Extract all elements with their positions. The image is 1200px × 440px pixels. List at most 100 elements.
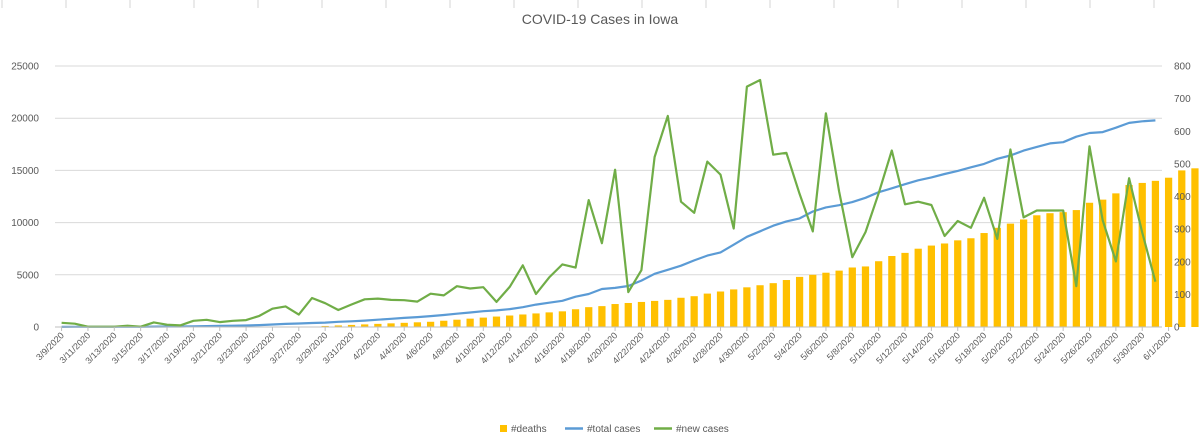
- deaths-bar: [782, 280, 791, 327]
- y-right-tick-label: 600: [1174, 127, 1191, 138]
- x-tick-label: 6/1/2020: [1141, 330, 1173, 362]
- deaths-bar: [321, 325, 329, 327]
- deaths-bar: [1099, 199, 1107, 327]
- y-axis-left: 0 5000 10000 15000 20000 25000: [11, 62, 39, 334]
- deaths-bar: [598, 306, 606, 327]
- deaths-bar: [611, 304, 619, 327]
- deaths-bar: [651, 300, 659, 327]
- legend: #deaths #total cases #new cases: [500, 424, 729, 435]
- y-left-tick-label: 0: [33, 323, 39, 334]
- deaths-bar: [677, 297, 685, 327]
- deaths-bar: [848, 267, 856, 327]
- deaths-bar: [809, 274, 817, 327]
- deaths-bar: [1006, 223, 1015, 327]
- x-axis: 3/9/20203/11/20203/13/20203/15/20203/17/…: [34, 326, 1173, 366]
- deaths-bar: [901, 252, 909, 327]
- deaths-bar: [769, 283, 777, 327]
- deaths-bar: [387, 323, 395, 327]
- deaths-bar: [374, 323, 382, 327]
- deaths-bar: [506, 315, 514, 327]
- y-left-tick-label: 20000: [11, 114, 39, 125]
- deaths-bar: [453, 319, 461, 327]
- deaths-bar: [940, 243, 949, 327]
- legend-swatch-deaths: [500, 425, 507, 432]
- x-tick-label: 5/6/2020: [799, 330, 831, 362]
- deaths-bar: [756, 285, 764, 327]
- deaths-bar: [637, 301, 646, 327]
- deaths-bar: [532, 313, 540, 327]
- x-tick-label: 5/2/2020: [746, 330, 778, 362]
- deaths-bar: [716, 291, 725, 327]
- deaths-bar: [914, 248, 922, 327]
- deaths-bar: [1138, 182, 1146, 327]
- deaths-bar: [690, 296, 698, 327]
- deaths-bar: [624, 302, 632, 327]
- deaths-bar: [585, 307, 593, 327]
- y-right-tick-label: 800: [1174, 62, 1191, 73]
- legend-label-total-cases: #total cases: [587, 424, 640, 435]
- deaths-bar: [980, 233, 988, 327]
- deaths-bar: [426, 321, 435, 327]
- deaths-bar: [888, 256, 896, 327]
- deaths-bar: [835, 270, 843, 327]
- deaths-bar: [1020, 219, 1028, 327]
- deaths-bar: [927, 245, 935, 327]
- total-cases-line: [61, 119, 1156, 328]
- y-right-tick-label: 200: [1174, 257, 1191, 268]
- deaths-bar: [558, 311, 566, 327]
- deaths-bar: [954, 240, 962, 327]
- legend-label-new-cases: #new cases: [676, 424, 729, 435]
- deaths-bar: [875, 261, 883, 327]
- y-left-tick-label: 15000: [11, 166, 39, 177]
- deaths-bar: [795, 276, 804, 327]
- deaths-bar: [967, 238, 975, 327]
- y-left-tick-label: 25000: [11, 62, 39, 73]
- deaths-bar: [571, 309, 580, 327]
- x-tick-label: 4/4/2020: [377, 330, 409, 362]
- sheet-column-gridlines: [1, 0, 1155, 8]
- y-right-tick-label: 100: [1174, 290, 1191, 301]
- deaths-bar: [1046, 213, 1054, 327]
- y-right-tick-label: 700: [1174, 94, 1191, 105]
- deaths-bar: [440, 320, 448, 327]
- new-cases-line: [61, 78, 1157, 328]
- deaths-bar: [545, 312, 553, 327]
- x-tick-label: 4/6/2020: [403, 330, 435, 362]
- y-right-tick-label: 300: [1174, 225, 1191, 236]
- deaths-bar: [347, 324, 356, 327]
- y-right-tick-label: 400: [1174, 192, 1191, 203]
- deaths-bar: [400, 322, 408, 327]
- x-tick-label: 5/4/2020: [772, 330, 804, 362]
- deaths-bar: [730, 289, 738, 327]
- total-cases-series: [61, 119, 1156, 328]
- deaths-bar: [1085, 202, 1094, 327]
- deaths-bar: [861, 266, 870, 327]
- y-left-tick-label: 10000: [11, 218, 39, 229]
- deaths-bar: [1125, 185, 1133, 327]
- deaths-bar: [822, 272, 830, 327]
- legend-label-deaths: #deaths: [511, 424, 547, 435]
- y-right-tick-label: 500: [1174, 159, 1191, 170]
- y-left-tick-label: 5000: [17, 270, 40, 281]
- y-right-tick-label: 0: [1174, 323, 1180, 334]
- gridlines: [55, 65, 1162, 328]
- deaths-bar: [413, 322, 422, 327]
- deaths-bar: [479, 317, 487, 327]
- deaths-bar: [1059, 212, 1067, 327]
- new-cases-series: [61, 78, 1157, 328]
- deaths-bar: [1178, 170, 1186, 327]
- deaths-bar: [993, 227, 1001, 327]
- deaths-bar: [334, 325, 342, 327]
- deaths-bar: [1033, 215, 1041, 327]
- deaths-bar: [1164, 177, 1173, 327]
- chart-title: COVID-19 Cases in Iowa: [522, 11, 679, 27]
- deaths-bar: [361, 324, 369, 327]
- deaths-bar: [703, 293, 711, 327]
- deaths-bar: [664, 299, 672, 327]
- deaths-bar: [466, 318, 474, 327]
- deaths-bar: [1191, 168, 1199, 327]
- x-tick-label: 4/2/2020: [350, 330, 382, 362]
- deaths-bar: [492, 316, 501, 327]
- deaths-bar: [1151, 180, 1160, 327]
